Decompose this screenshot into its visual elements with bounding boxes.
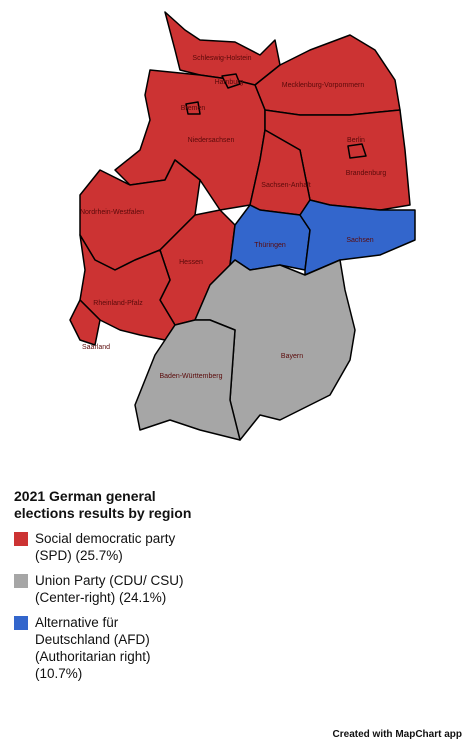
legend-swatch [14, 532, 28, 546]
legend-swatch [14, 574, 28, 588]
region [134, 319, 241, 441]
region-label: Nordrhein-Westfalen [80, 209, 144, 216]
legend-title: 2021 German general elections results by… [14, 488, 192, 521]
region-label: Berlin [347, 137, 365, 144]
region-label: Baden-Württemberg [159, 373, 222, 380]
region-label: Hessen [179, 259, 203, 266]
region [114, 69, 266, 211]
region-label: Hamburg [215, 79, 244, 86]
region [221, 73, 241, 89]
region [347, 143, 367, 159]
region-label: Bremen [181, 105, 206, 112]
region-label: Thüringen [254, 242, 286, 249]
region-label: Bayern [281, 353, 303, 360]
region-label: Brandenburg [346, 170, 387, 177]
region-label: Saarland [82, 344, 110, 351]
legend-item: Social democratic party (SPD) (25.7%) [14, 530, 194, 564]
legend: 2021 German general elections results by… [14, 488, 194, 690]
legend-item: Alternative für Deutschland (AFD) (Autho… [14, 614, 194, 682]
region-label: Sachsen-Anhalt [261, 182, 310, 189]
legend-label: Union Party (CDU/ CSU) (Center-right) (2… [35, 573, 184, 605]
region [299, 199, 416, 276]
region [185, 101, 201, 115]
region-label: Mecklenburg-Vorpommern [282, 82, 365, 89]
legend-item: Union Party (CDU/ CSU) (Center-right) (2… [14, 572, 194, 606]
legend-label: Social democratic party (SPD) (25.7%) [35, 531, 176, 563]
footer: Created with MapChart app [332, 729, 462, 740]
legend-label: Alternative für Deutschland (AFD) (Autho… [35, 615, 151, 681]
region-label: Sachsen [346, 237, 373, 244]
region [69, 299, 101, 346]
legend-swatch [14, 616, 28, 630]
region [229, 204, 311, 271]
region-label: Schleswig-Holstein [192, 55, 251, 62]
map: Schleswig-Holstein Mecklenburg-Vorpommer… [69, 11, 416, 441]
region-label: Rheinland-Pfalz [93, 300, 143, 307]
region-label: Niedersachsen [188, 137, 235, 144]
